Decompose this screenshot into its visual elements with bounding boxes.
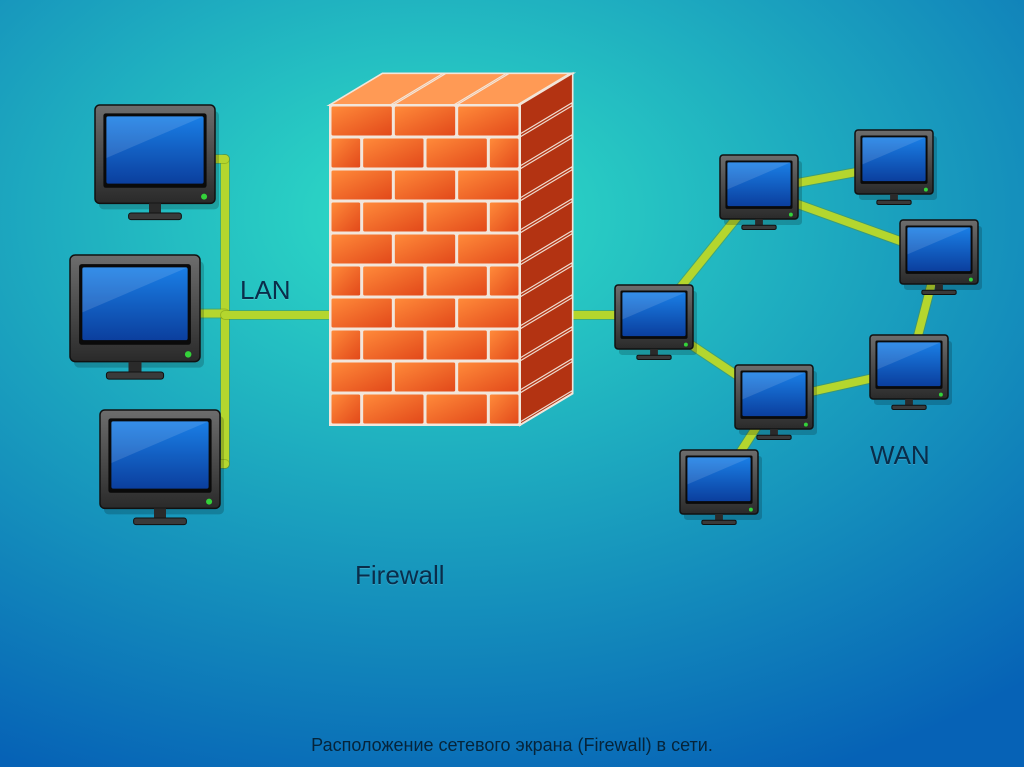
label-lan: LAN [240, 275, 291, 306]
monitor-icon [100, 410, 224, 525]
monitor-icon [735, 365, 817, 439]
monitor-icon [855, 130, 937, 204]
firewall-icon [330, 74, 573, 426]
monitor-icon [870, 335, 952, 409]
monitor-icon [680, 450, 762, 524]
label-firewall: Firewall [355, 560, 445, 591]
caption: Расположение сетевого экрана (Firewall) … [0, 735, 1024, 756]
label-wan: WAN [870, 440, 930, 471]
monitor-icon [900, 220, 982, 294]
diagram-stage: LAN Firewall WAN Расположение сетевого э… [0, 0, 1024, 767]
monitor-icon [70, 255, 204, 379]
diagram-svg [0, 0, 1024, 767]
monitor-icon [95, 105, 219, 220]
monitor-icon [615, 285, 697, 359]
monitor-icon [720, 155, 802, 229]
